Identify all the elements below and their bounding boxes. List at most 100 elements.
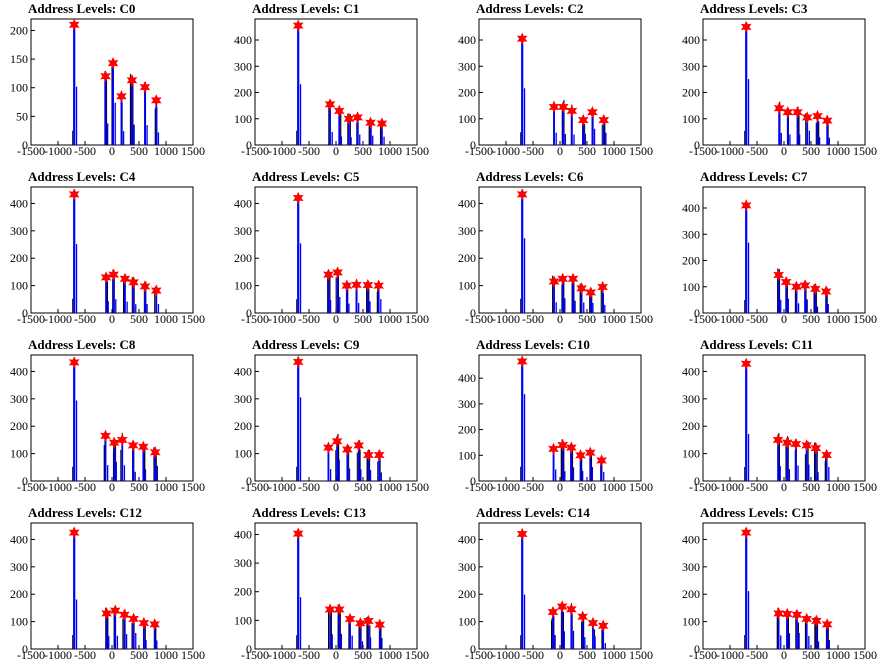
y-tick-label: 0 xyxy=(694,642,700,656)
x-tick-label: 1000 xyxy=(602,312,626,326)
histogram-bar xyxy=(798,632,800,649)
peak-marker xyxy=(363,448,374,462)
histogram-bar xyxy=(299,243,302,313)
x-tick-label: -500 xyxy=(746,144,768,158)
histogram-bar xyxy=(796,614,798,649)
peak-marker xyxy=(292,355,304,369)
y-tick-label: 200 xyxy=(234,86,252,100)
histogram-bar xyxy=(521,38,524,145)
histogram-bar xyxy=(329,469,332,481)
y-tick-label: 0 xyxy=(694,138,700,152)
histogram-bar xyxy=(144,469,147,481)
peak-marker xyxy=(801,612,813,626)
x-tick-label: 500 xyxy=(802,480,820,494)
peak-marker xyxy=(365,116,376,129)
chart-title: Address Levels: C5 xyxy=(252,169,360,184)
histogram-bar xyxy=(554,634,556,649)
histogram-bar xyxy=(329,104,331,145)
histogram-bar xyxy=(336,441,338,481)
y-tick-label: 300 xyxy=(234,59,252,73)
histogram-bar xyxy=(349,618,351,649)
x-tick-label: 0 xyxy=(333,648,339,662)
peak-marker xyxy=(740,357,752,370)
y-tick-label: 200 xyxy=(10,419,28,433)
x-tick-label: -1500 xyxy=(241,480,269,494)
x-tick-label: -1500 xyxy=(689,312,717,326)
histogram-bar xyxy=(594,636,596,649)
plot-frame xyxy=(478,354,642,482)
histogram-bar xyxy=(521,194,524,313)
x-tick-label: -1500 xyxy=(465,144,493,158)
y-tick-label: 200 xyxy=(234,251,252,265)
histogram-bar xyxy=(329,300,332,313)
peak-marker xyxy=(108,268,119,281)
x-tick-label: 500 xyxy=(802,648,820,662)
y-tick-label: 300 xyxy=(10,560,28,574)
histogram-bar xyxy=(553,281,555,313)
x-tick-label: 1000 xyxy=(602,480,626,494)
y-tick-label: 200 xyxy=(682,587,700,601)
x-tick-label: -500 xyxy=(298,648,320,662)
histogram-bar xyxy=(561,606,564,649)
histogram-bar xyxy=(339,296,341,313)
x-tick-label: 0 xyxy=(557,480,563,494)
peak-marker xyxy=(116,433,128,447)
peak-marker xyxy=(119,608,130,621)
histogram-bar xyxy=(787,298,789,313)
peak-marker xyxy=(139,280,151,293)
x-tick-label: 1500 xyxy=(629,144,653,158)
histogram-bar xyxy=(73,194,76,313)
histogram-bar xyxy=(381,123,383,145)
histogram-bar xyxy=(561,278,564,313)
y-tick-label: 400 xyxy=(10,364,28,378)
histogram-bar xyxy=(346,449,349,481)
peak-marker xyxy=(587,616,599,630)
histogram-bar xyxy=(73,532,76,649)
histogram-bar xyxy=(785,282,788,313)
histogram-bar xyxy=(804,285,806,313)
peak-marker xyxy=(585,286,597,299)
chart-title: Address Levels: C6 xyxy=(476,169,584,184)
peak-marker xyxy=(100,429,111,442)
histogram-bar xyxy=(523,238,526,313)
y-tick-label: 0 xyxy=(246,306,252,320)
histogram-bar xyxy=(355,284,358,313)
x-tick-label: -1500 xyxy=(241,312,269,326)
y-tick-label: 100 xyxy=(458,448,476,462)
x-tick-label: 1500 xyxy=(853,312,877,326)
y-tick-label: 100 xyxy=(682,112,700,126)
peak-marker xyxy=(292,191,304,205)
histogram-bar xyxy=(153,624,156,649)
x-tick-label: 1500 xyxy=(405,144,429,158)
histogram-bar xyxy=(357,445,360,481)
x-tick-label: 500 xyxy=(578,312,596,326)
x-tick-label: 0 xyxy=(109,648,115,662)
y-tick-label: 200 xyxy=(458,423,476,437)
histogram-bar xyxy=(605,132,607,145)
x-tick-label: 0 xyxy=(109,312,115,326)
y-tick-label: 200 xyxy=(234,585,252,599)
peak-marker xyxy=(799,279,811,292)
histogram-bar xyxy=(789,134,791,145)
x-tick-label: -1500 xyxy=(17,648,45,662)
histogram-bar xyxy=(340,136,343,145)
y-tick-label: 100 xyxy=(234,613,252,627)
histogram-bar xyxy=(157,303,160,313)
chart-title: Address Levels: C4 xyxy=(28,169,136,184)
peak-marker xyxy=(516,32,528,45)
y-tick-label: 0 xyxy=(694,306,700,320)
x-tick-label: -1000 xyxy=(716,144,744,158)
histogram-bar xyxy=(601,286,604,313)
peak-marker xyxy=(740,20,752,34)
x-tick-label: 0 xyxy=(781,144,787,158)
x-tick-label: -1500 xyxy=(465,480,493,494)
peak-marker xyxy=(101,607,112,620)
histogram-bar xyxy=(331,132,333,145)
histogram-panel-4: Address Levels: C4 0 100 200 300 400 -1500 -100… xyxy=(10,169,205,326)
histogram-bar xyxy=(327,274,330,313)
y-tick-label: 200 xyxy=(10,587,28,601)
histogram-bar xyxy=(572,630,575,649)
peak-marker xyxy=(352,111,363,124)
histogram-bar xyxy=(132,618,135,649)
histogram-bar xyxy=(297,197,300,313)
